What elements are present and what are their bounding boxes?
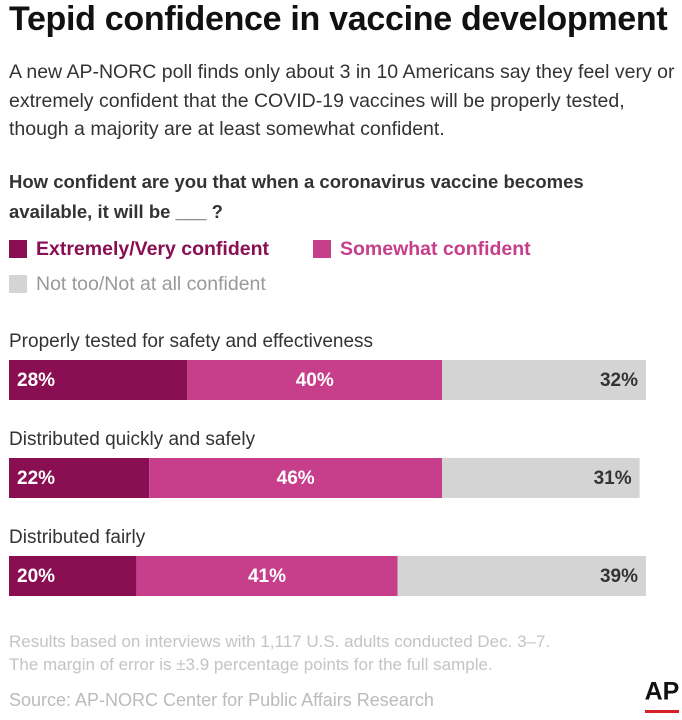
logo: AP <box>645 678 680 706</box>
subtitle: A new AP-NORC poll finds only about 3 in… <box>9 61 675 140</box>
bar-segment <box>149 458 443 498</box>
value-label: 20% <box>17 566 55 587</box>
bar-segment <box>187 360 443 400</box>
question: How confident are you that when a corona… <box>9 171 584 222</box>
legend-swatch <box>9 275 27 293</box>
value-label: 40% <box>296 370 334 391</box>
legend-swatch <box>9 240 27 258</box>
bar-segment <box>136 556 398 596</box>
category-label: Distributed fairly <box>9 527 146 548</box>
bar-segment <box>9 458 150 498</box>
value-label: 32% <box>600 370 638 391</box>
value-label: 46% <box>277 468 315 489</box>
value-label: 22% <box>17 468 55 489</box>
value-label: 41% <box>248 566 286 587</box>
note: Results based on interviews with 1,117 U… <box>9 632 551 651</box>
value-label: 31% <box>594 468 632 489</box>
source: Source: AP-NORC Center for Public Affair… <box>9 690 434 710</box>
logo-bar <box>645 710 679 713</box>
legend-swatch <box>313 240 331 258</box>
bar-segment <box>9 556 137 596</box>
bar-segment <box>442 360 646 400</box>
value-label: 39% <box>600 566 638 587</box>
bar-segment <box>9 360 188 400</box>
note: The margin of error is ±3.9 percentage p… <box>9 655 493 674</box>
bar-segment <box>442 458 640 498</box>
category-label: Properly tested for safety and effective… <box>9 331 373 352</box>
legend-label: Not too/Not at all confident <box>36 273 266 295</box>
legend-label: Somewhat confident <box>340 238 531 260</box>
value-label: 28% <box>17 370 55 391</box>
legend-label: Extremely/Very confident <box>36 238 270 260</box>
category-label: Distributed quickly and safely <box>9 429 256 450</box>
chart-title: Tepid confidence in vaccine development <box>9 0 668 38</box>
bar-segment <box>397 556 646 596</box>
